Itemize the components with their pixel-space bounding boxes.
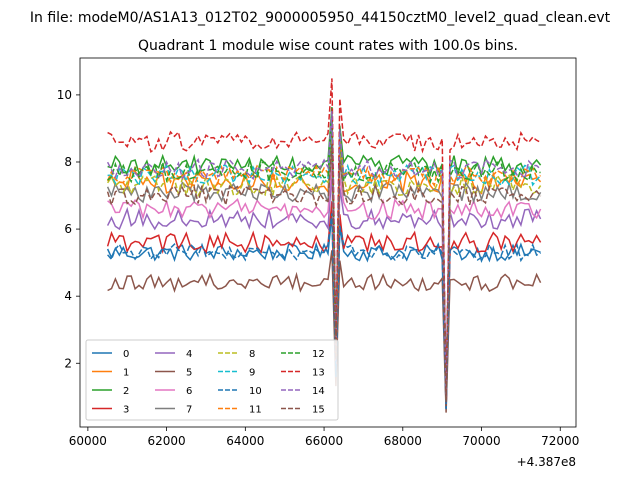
series-line-10 <box>107 213 541 410</box>
x-axis: 60000 62000 64000 66000 68000 70000 72000 <box>69 427 579 448</box>
figure-suptitle: In file: modeM0/AS1A13_012T02_9000005950… <box>30 10 611 26</box>
y-tick-label: 6 <box>64 222 72 236</box>
x-tick-label: 66000 <box>305 434 343 448</box>
legend-label-2: 2 <box>123 386 129 397</box>
legend-label-7: 7 <box>186 405 192 416</box>
series-line-12 <box>107 115 541 400</box>
legend-label-5: 5 <box>186 368 192 379</box>
series-line-15 <box>106 143 542 403</box>
legend-label-8: 8 <box>249 349 255 360</box>
legend-box <box>85 339 339 421</box>
series-line-14 <box>106 111 542 400</box>
legend-label-3: 3 <box>123 405 129 416</box>
series-line-5 <box>107 250 542 413</box>
legend-label-12: 12 <box>312 349 325 360</box>
x-tick-label: 72000 <box>541 434 579 448</box>
legend-label-14: 14 <box>312 386 325 397</box>
x-offset-label: +4.387e8 <box>517 455 576 469</box>
x-tick-label: 68000 <box>384 434 422 448</box>
x-tick-label: 64000 <box>226 434 264 448</box>
series-line-9 <box>107 119 542 400</box>
series-line-13 <box>107 78 541 396</box>
legend-label-4: 4 <box>186 349 192 360</box>
legend-label-1: 1 <box>123 368 129 379</box>
legend-label-13: 13 <box>312 368 325 379</box>
y-tick-label: 10 <box>57 88 72 102</box>
series-line-6 <box>107 160 542 404</box>
legend-label-6: 6 <box>186 386 192 397</box>
series-line-8 <box>106 131 542 402</box>
series-layer <box>106 78 542 413</box>
y-tick-label: 4 <box>64 289 72 303</box>
y-axis: 2 4 6 8 10 <box>57 88 80 370</box>
x-tick-label: 70000 <box>462 434 500 448</box>
legend-label-11: 11 <box>249 405 262 416</box>
legend-label-15: 15 <box>312 405 325 416</box>
legend-label-0: 0 <box>123 349 129 360</box>
x-tick-label: 60000 <box>69 434 107 448</box>
series-line-4 <box>106 172 542 406</box>
plot-frame <box>79 57 577 428</box>
y-tick-label: 2 <box>64 356 72 370</box>
chart-title: Quadrant 1 module wise count rates with … <box>138 38 518 54</box>
legend-label-10: 10 <box>249 386 262 397</box>
legend-label-9: 9 <box>249 368 255 379</box>
y-tick-label: 8 <box>64 155 72 169</box>
x-tick-label: 62000 <box>148 434 186 448</box>
